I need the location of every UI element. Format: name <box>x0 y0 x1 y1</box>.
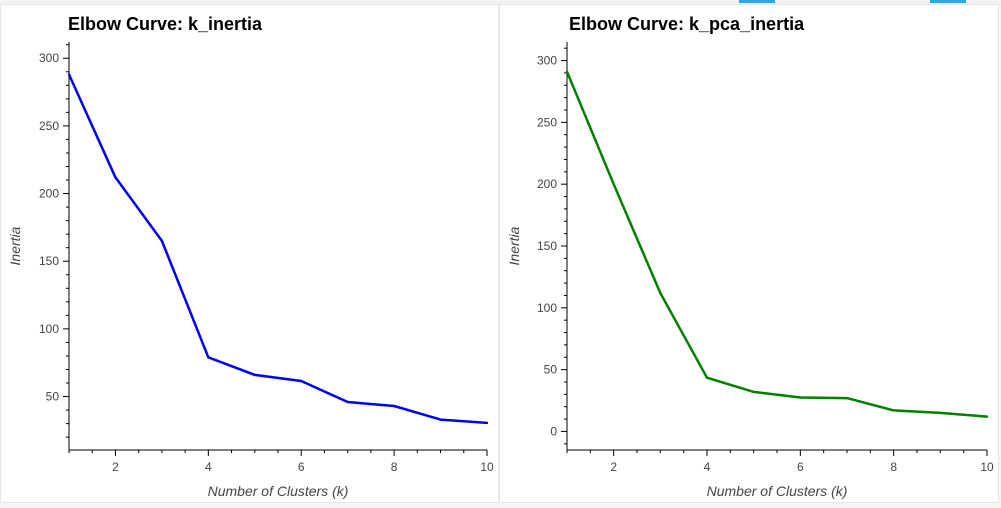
y-axis-label: Inertia <box>506 226 522 265</box>
x-tick-label: 10 <box>480 460 494 474</box>
y-axis-label: Inertia <box>7 226 23 265</box>
toolbar-tool-active-icon[interactable] <box>739 0 775 3</box>
y-tick-label: 200 <box>39 187 59 201</box>
data-point <box>160 239 164 243</box>
y-tick-label: 0 <box>550 424 557 438</box>
x-tick-label: 6 <box>797 460 804 474</box>
data-point <box>659 291 662 295</box>
data-point <box>892 409 895 412</box>
series-line <box>67 73 488 425</box>
x-axis-label: Number of Clusters (k) <box>707 483 848 499</box>
y-tick-label: 100 <box>537 301 557 315</box>
data-point <box>392 404 396 408</box>
y-tick-label: 50 <box>544 363 558 377</box>
data-point <box>300 379 303 383</box>
x-tick-label: 2 <box>610 460 617 474</box>
data-point <box>752 390 755 394</box>
chart-title: Elbow Curve: k_pca_inertia <box>569 14 805 34</box>
x-tick-label: 10 <box>980 460 994 474</box>
x-tick-label: 6 <box>298 460 305 474</box>
data-point <box>565 70 569 73</box>
data-point <box>799 396 802 399</box>
chart-title: Elbow Curve: k_inertia <box>68 14 263 34</box>
data-point <box>346 400 349 404</box>
data-point <box>985 415 989 418</box>
chart-panel-k-inertia: Elbow Curve: k_inertia 50 100 150 200 250 300 2… <box>0 4 499 503</box>
chart-k-inertia[interactable]: Elbow Curve: k_inertia 50 100 150 200 250 300 2… <box>1 5 500 504</box>
y-tick-label: 300 <box>39 51 59 65</box>
y-tick-label: 50 <box>46 390 60 404</box>
x-tick-label: 4 <box>205 460 212 474</box>
chart-panel-k-pca-inertia: Elbow Curve: k_pca_inertia 0 50 100 150 200 25… <box>499 4 999 503</box>
data-point <box>67 73 71 76</box>
data-point <box>253 373 256 377</box>
x-tick-label: 8 <box>391 460 398 474</box>
toolbar-tool-active-icon[interactable] <box>930 0 966 3</box>
data-point <box>485 421 489 425</box>
y-tick-label: 250 <box>39 119 59 133</box>
series-line <box>565 71 988 418</box>
chart-k-pca-inertia[interactable]: Elbow Curve: k_pca_inertia 0 50 100 150 200 25… <box>500 5 1000 504</box>
y-tick-label: 300 <box>537 54 557 68</box>
x-tick-label: 8 <box>890 460 897 474</box>
data-point <box>439 418 442 421</box>
x-tick-label: 2 <box>112 460 119 474</box>
y-tick-label: 250 <box>537 115 557 129</box>
data-point <box>705 376 709 379</box>
data-point <box>845 396 849 400</box>
data-point <box>612 182 615 186</box>
y-tick-label: 100 <box>39 322 59 336</box>
x-tick-label: 4 <box>704 460 711 474</box>
x-axis-label: Number of Clusters (k) <box>208 483 349 499</box>
top-strip <box>0 0 1001 4</box>
y-tick-label: 150 <box>39 254 59 268</box>
data-point <box>114 176 117 179</box>
y-tick-label: 200 <box>537 177 557 191</box>
data-point <box>207 356 210 359</box>
data-point <box>939 411 942 415</box>
y-tick-label: 150 <box>537 239 557 253</box>
